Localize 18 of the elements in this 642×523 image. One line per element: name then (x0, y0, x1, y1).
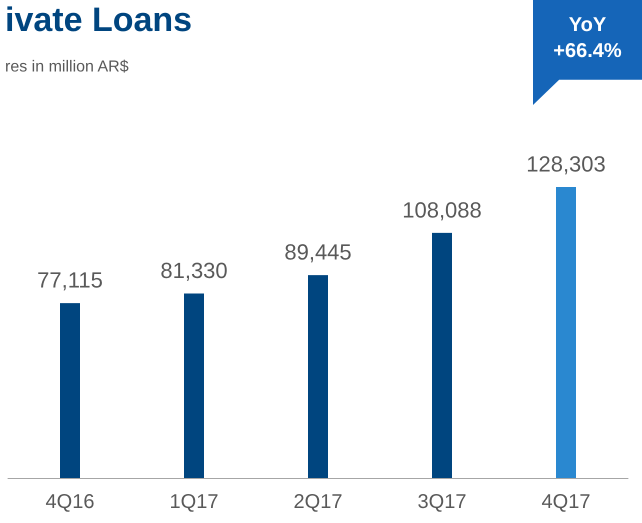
data-label: 77,115 (37, 268, 103, 293)
x-tick-label: 1Q17 (170, 491, 218, 513)
data-label: 81,330 (160, 258, 228, 284)
x-tick-label: 4Q16 (46, 491, 94, 513)
x-tick-label: 2Q17 (294, 491, 342, 513)
x-tick-label: 3Q17 (418, 491, 466, 513)
data-label: 108,088 (402, 197, 482, 222)
x-tick-label: 4Q17 (542, 491, 590, 513)
bar (184, 294, 204, 478)
bar (432, 232, 452, 478)
chart-subtitle: res in million AR$ (5, 58, 129, 76)
bar (308, 275, 328, 478)
bar (60, 303, 80, 478)
callout-badge: YoY +66.4% (533, 0, 642, 105)
data-label: 128,303 (526, 152, 606, 176)
chart-title: ivate Loans (5, 1, 192, 39)
bar (556, 187, 576, 478)
data-label: 89,445 (284, 240, 352, 265)
